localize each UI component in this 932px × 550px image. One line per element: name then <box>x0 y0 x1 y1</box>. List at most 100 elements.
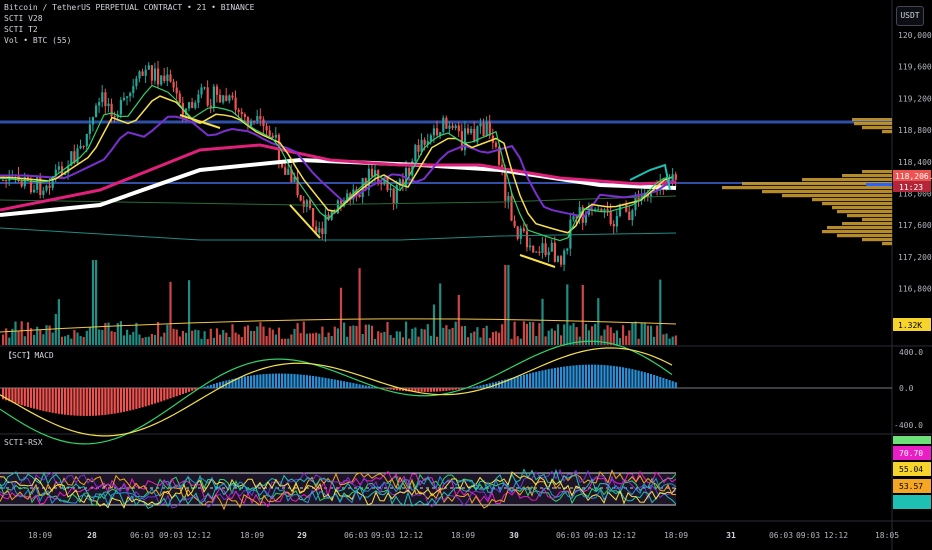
macd-histogram-bar <box>290 373 293 388</box>
indicator-label[interactable]: Vol • BTC (55) <box>4 36 72 45</box>
volume-bar <box>302 321 305 345</box>
time-axis[interactable]: 18:09 28 06:03 09:03 12:12 18:09 29 06:03 09:03 1… <box>28 531 899 540</box>
rsx-line <box>0 468 677 509</box>
macd-histogram-bar <box>17 388 20 405</box>
volume-bar <box>178 336 181 345</box>
volume-bar <box>135 322 138 345</box>
time-axis-label: 12:12 <box>612 531 636 540</box>
volume-bar <box>2 334 5 345</box>
macd-histogram-bar <box>76 388 79 416</box>
candle-body <box>339 200 343 207</box>
time-axis-label: 18:09 <box>240 531 264 540</box>
candle-body <box>122 97 126 101</box>
volume-bar <box>538 323 541 345</box>
indicator-label[interactable]: SCTI T2 <box>4 25 38 34</box>
volume-profile-bar <box>882 130 892 134</box>
macd-histogram-bar <box>318 376 321 388</box>
candle-body <box>479 123 482 127</box>
macd-histogram-bar <box>457 388 460 390</box>
candle-body <box>584 214 587 223</box>
countdown-tag <box>893 181 931 192</box>
candle-body <box>138 71 141 79</box>
volume-bar <box>315 332 318 345</box>
candle-body <box>383 177 386 185</box>
candle-body <box>370 168 374 177</box>
volume-bar <box>622 325 625 345</box>
macd-histogram-bar <box>408 388 411 392</box>
volume-bar <box>367 324 370 345</box>
macd-histogram-bar <box>104 388 107 415</box>
volume-profile-bar <box>882 242 892 246</box>
macd-histogram-bar <box>259 374 262 388</box>
volume-bar <box>429 335 432 345</box>
macd-histogram-bar <box>513 377 516 388</box>
volume-bar <box>42 334 45 345</box>
volume-bar <box>296 323 299 345</box>
macd-histogram-bar <box>352 383 355 388</box>
candle-body <box>259 116 262 120</box>
candle-body <box>243 114 246 118</box>
volume-tag <box>893 318 931 331</box>
macd-histogram-bar <box>364 385 367 388</box>
volume-bar <box>126 329 129 345</box>
candle-body <box>95 105 98 118</box>
macd-histogram-bar <box>79 388 82 416</box>
rsx-tag-swatch <box>893 436 931 444</box>
macd-histogram-bar <box>2 388 5 400</box>
volume-bar <box>163 332 166 345</box>
volume-bar <box>237 334 240 345</box>
macd-pane-label[interactable]: 【SCT】MACD <box>4 351 54 360</box>
volume-bar <box>572 323 575 345</box>
candle-body <box>417 144 420 152</box>
candle-body <box>603 209 606 212</box>
candle-body <box>525 231 529 248</box>
macd-signal-line <box>0 347 673 437</box>
volume-bar <box>219 334 222 345</box>
candle-body <box>54 169 57 177</box>
volume-bar <box>262 326 265 345</box>
macd-histogram-bar <box>643 372 646 388</box>
macd-histogram-bar <box>665 378 668 388</box>
macd-histogram-bar <box>659 376 662 388</box>
volume-bar <box>8 337 11 345</box>
time-axis-label: 12:12 <box>824 531 848 540</box>
volume-profile-bar <box>822 202 892 206</box>
candle-body <box>45 185 48 191</box>
candle-body <box>612 224 615 227</box>
macd-histogram-bar <box>39 388 42 411</box>
macd-histogram-bar <box>358 384 361 388</box>
volume-bar <box>231 324 234 345</box>
macd-histogram-bar <box>485 384 488 388</box>
volume-bar <box>671 336 674 345</box>
volume-bar <box>364 324 367 345</box>
macd-histogram-bar <box>609 365 612 388</box>
macd-histogram-bar <box>389 388 392 390</box>
macd-histogram-bar <box>113 388 116 414</box>
rsx-lines <box>0 468 677 511</box>
candle-body <box>386 177 389 191</box>
candle-body <box>532 245 535 253</box>
volume-bar <box>293 328 296 345</box>
trend-segment <box>289 204 321 239</box>
symbol-title[interactable]: Bitcoin / TetherUS PERPETUAL CONTRACT • … <box>4 3 255 12</box>
candle-body <box>197 94 200 103</box>
volume-bar <box>631 322 634 345</box>
volume-bar <box>246 325 250 345</box>
indicator-label[interactable]: SCTI V28 <box>4 14 43 23</box>
currency-button[interactable]: USDT <box>896 6 924 26</box>
rsx-pane-label[interactable]: SCTI-RSX <box>4 438 43 447</box>
candle-body <box>64 172 67 175</box>
price-axis[interactable]: 120,000.0 119,600.0 119,200.0 118,800.0 118,… <box>898 31 932 294</box>
volume-bar <box>578 336 581 345</box>
candle-body <box>566 248 569 251</box>
trend-segment <box>179 114 221 129</box>
volume-bar <box>281 338 284 345</box>
volume-bar <box>445 325 448 345</box>
macd-histogram-bar <box>54 388 57 414</box>
candle-body <box>215 86 219 95</box>
volume-bar <box>88 327 91 345</box>
volume-bar <box>60 336 64 345</box>
macd-histogram-bar <box>157 388 160 403</box>
candle-body <box>321 228 324 234</box>
